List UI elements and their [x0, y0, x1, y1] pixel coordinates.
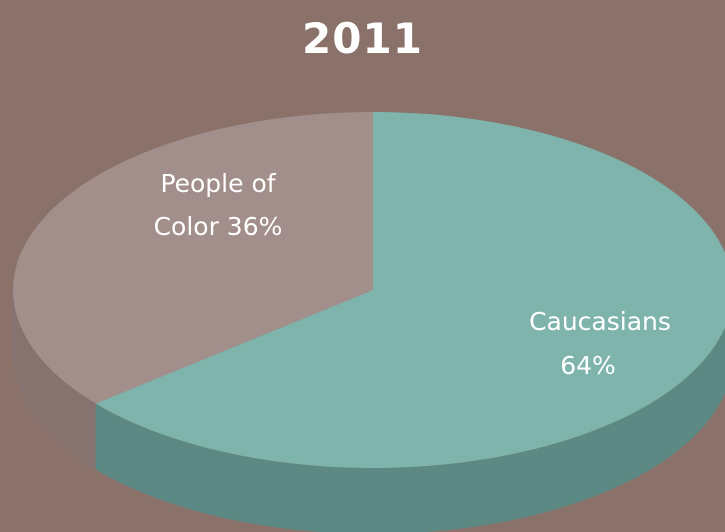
chart-title: 2011	[302, 14, 423, 63]
pie-side-people-of-color	[13, 290, 96, 470]
pie-sides	[13, 290, 725, 532]
pie-top	[13, 112, 725, 468]
slice-value-caucasians: 64%	[560, 351, 616, 380]
pie-slice-people-of-color	[13, 112, 374, 404]
pie-slice-caucasians	[95, 112, 725, 468]
pie-side-caucasians	[95, 327, 725, 532]
slice-label-people-of-color-line1: People of	[160, 169, 276, 198]
slice-label-people-of-color-line2: Color 36%	[154, 212, 283, 241]
slice-label-caucasians: Caucasians	[529, 307, 671, 336]
